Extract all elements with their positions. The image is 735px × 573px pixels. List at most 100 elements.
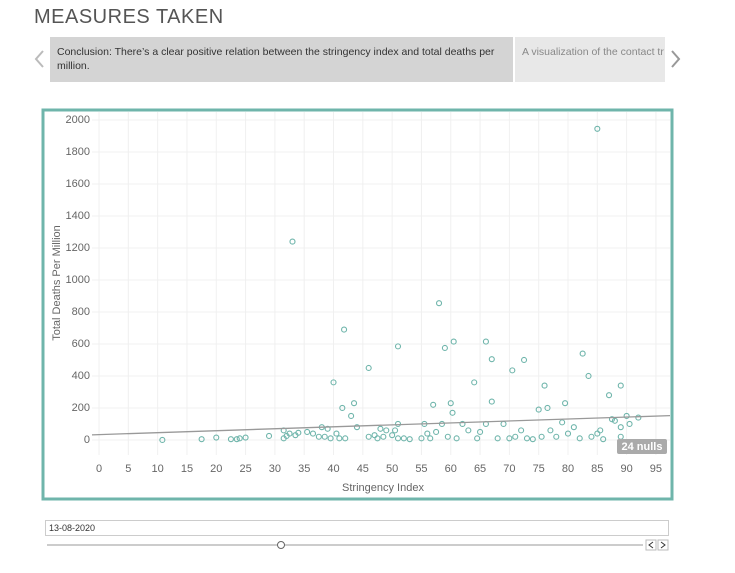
x-tick-label: 70 — [503, 463, 515, 475]
carousel-prev[interactable] — [34, 50, 44, 68]
data-point — [309, 430, 317, 437]
nulls-indicator[interactable]: 24 nulls — [622, 441, 663, 453]
slider-knob[interactable] — [277, 541, 285, 549]
x-tick-label: 30 — [269, 463, 281, 475]
carousel-card[interactable]: Conclusion: There’s a clear positive rel… — [50, 37, 513, 82]
data-point — [289, 238, 296, 245]
data-point — [371, 432, 378, 439]
x-tick-label: 90 — [620, 463, 632, 475]
data-point — [400, 435, 407, 442]
x-tick-label: 50 — [386, 463, 398, 475]
data-point — [341, 326, 348, 333]
data-point — [562, 400, 569, 407]
data-point — [617, 382, 624, 389]
y-tick-label: 2000 — [66, 114, 90, 126]
data-point — [295, 429, 302, 436]
data-point — [635, 414, 642, 421]
data-point — [365, 433, 372, 440]
data-point — [392, 427, 399, 434]
data-point — [213, 434, 220, 441]
data-point — [389, 432, 396, 439]
slider-prev-icon — [648, 541, 654, 549]
trend-line — [91, 414, 671, 436]
data-point — [570, 424, 577, 431]
y-tick-label: 1800 — [66, 146, 90, 158]
data-point — [474, 435, 481, 442]
data-point — [342, 435, 349, 442]
data-point — [333, 430, 340, 437]
data-point — [465, 427, 472, 434]
date-field[interactable]: 13-08-2020 — [45, 520, 669, 536]
x-tick-label: 35 — [298, 463, 310, 475]
y-tick-label: 1400 — [66, 210, 90, 222]
x-tick-label: 0 — [96, 463, 102, 475]
data-point — [488, 356, 495, 363]
x-tick-label: 20 — [210, 463, 222, 475]
data-point — [597, 427, 604, 434]
slider-prev[interactable] — [645, 539, 657, 551]
data-point — [198, 436, 205, 443]
data-point — [564, 430, 572, 437]
data-point — [336, 435, 343, 442]
data-point — [520, 356, 528, 364]
x-tick-label: 60 — [445, 463, 457, 475]
data-point — [424, 430, 431, 437]
data-point — [529, 436, 536, 443]
data-point — [435, 300, 443, 307]
data-point — [315, 433, 322, 440]
carousel-next[interactable] — [671, 50, 681, 68]
slider-next[interactable] — [657, 539, 669, 551]
data-point — [350, 400, 358, 407]
x-tick-label: 25 — [239, 463, 251, 475]
y-tick-label: 600 — [72, 338, 90, 350]
data-point — [394, 420, 402, 428]
data-point — [617, 424, 624, 431]
data-point — [394, 343, 402, 350]
data-point — [488, 398, 495, 405]
slider-next-icon — [660, 541, 666, 549]
data-point — [600, 436, 607, 443]
data-point — [365, 364, 372, 372]
data-point — [459, 420, 466, 428]
data-point — [304, 428, 311, 436]
data-point — [541, 382, 548, 389]
x-tick-label: 15 — [181, 463, 193, 475]
data-point — [553, 433, 560, 440]
data-point — [523, 435, 531, 442]
data-point — [605, 392, 613, 399]
data-point — [450, 338, 457, 345]
data-point — [453, 435, 460, 442]
data-point — [626, 420, 633, 428]
y-tick-label: 200 — [72, 402, 90, 414]
data-point — [579, 350, 586, 357]
nulls-badge — [617, 439, 667, 454]
x-tick-label: 45 — [357, 463, 369, 475]
data-point — [547, 427, 554, 434]
y-tick-label: 0 — [84, 434, 90, 446]
data-point — [327, 435, 334, 442]
carousel-card[interactable]: A visualization of the contact tr — [515, 37, 665, 82]
data-point — [433, 428, 440, 436]
data-point — [535, 406, 542, 413]
data-point — [512, 433, 519, 440]
data-point — [576, 435, 583, 442]
x-tick-label: 80 — [562, 463, 574, 475]
data-point — [608, 416, 616, 423]
data-point — [538, 433, 545, 440]
data-point — [321, 433, 328, 440]
data-point — [406, 436, 413, 443]
page-title: MEASURES TAKEN — [34, 6, 224, 28]
data-point — [236, 435, 243, 442]
data-point — [380, 433, 387, 440]
chart-frame — [41, 108, 674, 501]
data-point — [559, 419, 566, 426]
data-point — [286, 430, 293, 437]
y-tick-label: 400 — [72, 370, 90, 382]
y-tick-label: 800 — [72, 306, 90, 318]
data-point — [449, 409, 456, 416]
data-point — [509, 367, 516, 374]
data-point — [471, 379, 478, 386]
data-point — [611, 417, 618, 424]
data-point — [374, 435, 381, 442]
